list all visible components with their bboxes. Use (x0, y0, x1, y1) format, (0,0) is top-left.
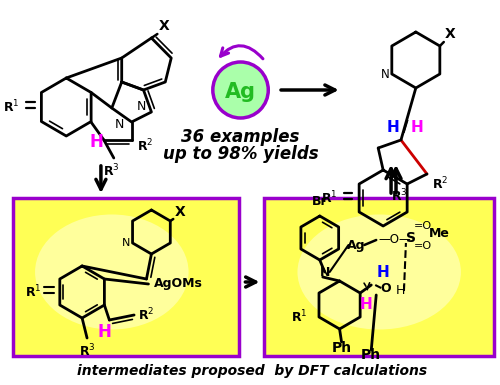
Text: up to 98% yields: up to 98% yields (162, 145, 318, 163)
Text: H: H (411, 120, 424, 135)
Text: H: H (396, 283, 406, 296)
Text: N: N (381, 67, 390, 80)
Text: R$^2$: R$^2$ (138, 307, 154, 323)
Text: R$^3$: R$^3$ (391, 188, 407, 204)
Text: Br: Br (312, 195, 328, 208)
Text: X: X (158, 19, 169, 33)
Ellipse shape (35, 214, 188, 330)
Circle shape (213, 62, 268, 118)
Text: R$^1$: R$^1$ (321, 190, 338, 206)
Text: R$^1$: R$^1$ (25, 284, 42, 300)
Text: Me: Me (428, 226, 450, 239)
Text: H: H (89, 133, 103, 151)
Text: Ag: Ag (225, 82, 256, 102)
Text: Ph: Ph (361, 348, 382, 362)
Text: N: N (122, 238, 130, 248)
Text: intermediates proposed  by DFT calculations: intermediates proposed by DFT calculatio… (78, 364, 428, 378)
Text: Ph: Ph (332, 341, 351, 355)
Ellipse shape (298, 214, 461, 330)
Text: O: O (381, 281, 392, 295)
Text: X: X (174, 205, 185, 219)
Text: R$^3$: R$^3$ (104, 163, 120, 179)
Text: R$^1$: R$^1$ (290, 309, 307, 325)
Text: N: N (137, 100, 146, 113)
Text: H: H (98, 323, 112, 341)
Text: H: H (360, 297, 372, 312)
Text: S: S (406, 231, 416, 245)
Text: =O: =O (414, 221, 432, 231)
Text: /: / (403, 120, 408, 135)
Text: H: H (376, 265, 389, 280)
Text: R$^2$: R$^2$ (432, 176, 448, 192)
Text: —O—: —O— (378, 233, 411, 246)
Text: R$^2$: R$^2$ (136, 138, 153, 155)
Text: AgOMs: AgOMs (154, 276, 204, 290)
FancyBboxPatch shape (13, 198, 238, 356)
Text: N: N (320, 266, 330, 278)
Text: Ag: Ag (347, 238, 366, 251)
Text: X: X (445, 27, 456, 41)
FancyBboxPatch shape (264, 198, 494, 356)
Text: =O: =O (414, 241, 432, 251)
Text: R$^3$: R$^3$ (78, 343, 96, 360)
Text: R$^1$: R$^1$ (3, 99, 20, 115)
Text: 36 examples: 36 examples (182, 128, 300, 146)
Text: H: H (386, 120, 399, 135)
Text: N: N (114, 117, 124, 131)
